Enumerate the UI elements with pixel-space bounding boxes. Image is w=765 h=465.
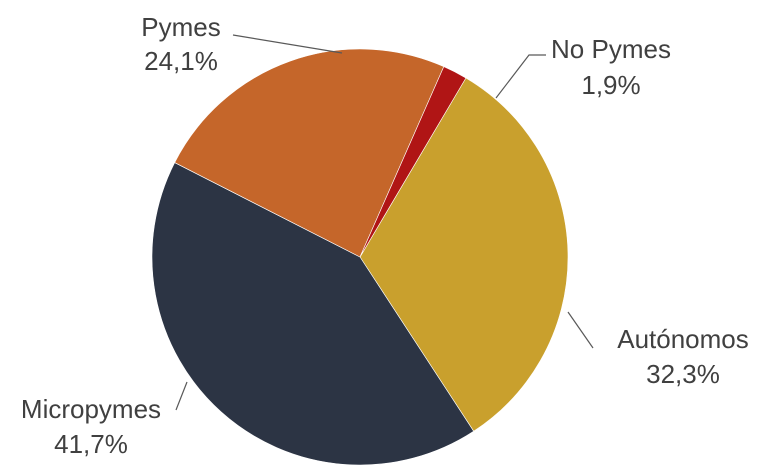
pie-slice-pymes	[174, 48, 445, 258]
slice-category-label: Pymes	[141, 12, 220, 42]
pie-slice-aut-nomos	[359, 77, 569, 432]
leader-line	[495, 54, 546, 99]
slice-category-label: No Pymes	[551, 34, 671, 64]
leader-lines	[175, 34, 594, 411]
slice-value-label: 32,3%	[646, 359, 720, 389]
pie-slice-micropymes	[151, 162, 475, 465]
leader-line	[175, 381, 188, 411]
pie-slices	[151, 48, 569, 465]
slice-category-label: Micropymes	[21, 394, 161, 424]
slice-labels: Autónomos 32,3% Micropymes 41,7% Pymes 24,1% N…	[21, 12, 749, 459]
slice-category-label: Autónomos	[617, 324, 749, 354]
slice-value-label: 1,9%	[581, 70, 640, 100]
slice-value-label: 41,7%	[54, 429, 128, 459]
leader-line	[567, 311, 594, 349]
pie-slice-no-pymes	[359, 66, 467, 258]
leader-line	[232, 34, 343, 54]
slice-value-label: 24,1%	[144, 46, 218, 76]
